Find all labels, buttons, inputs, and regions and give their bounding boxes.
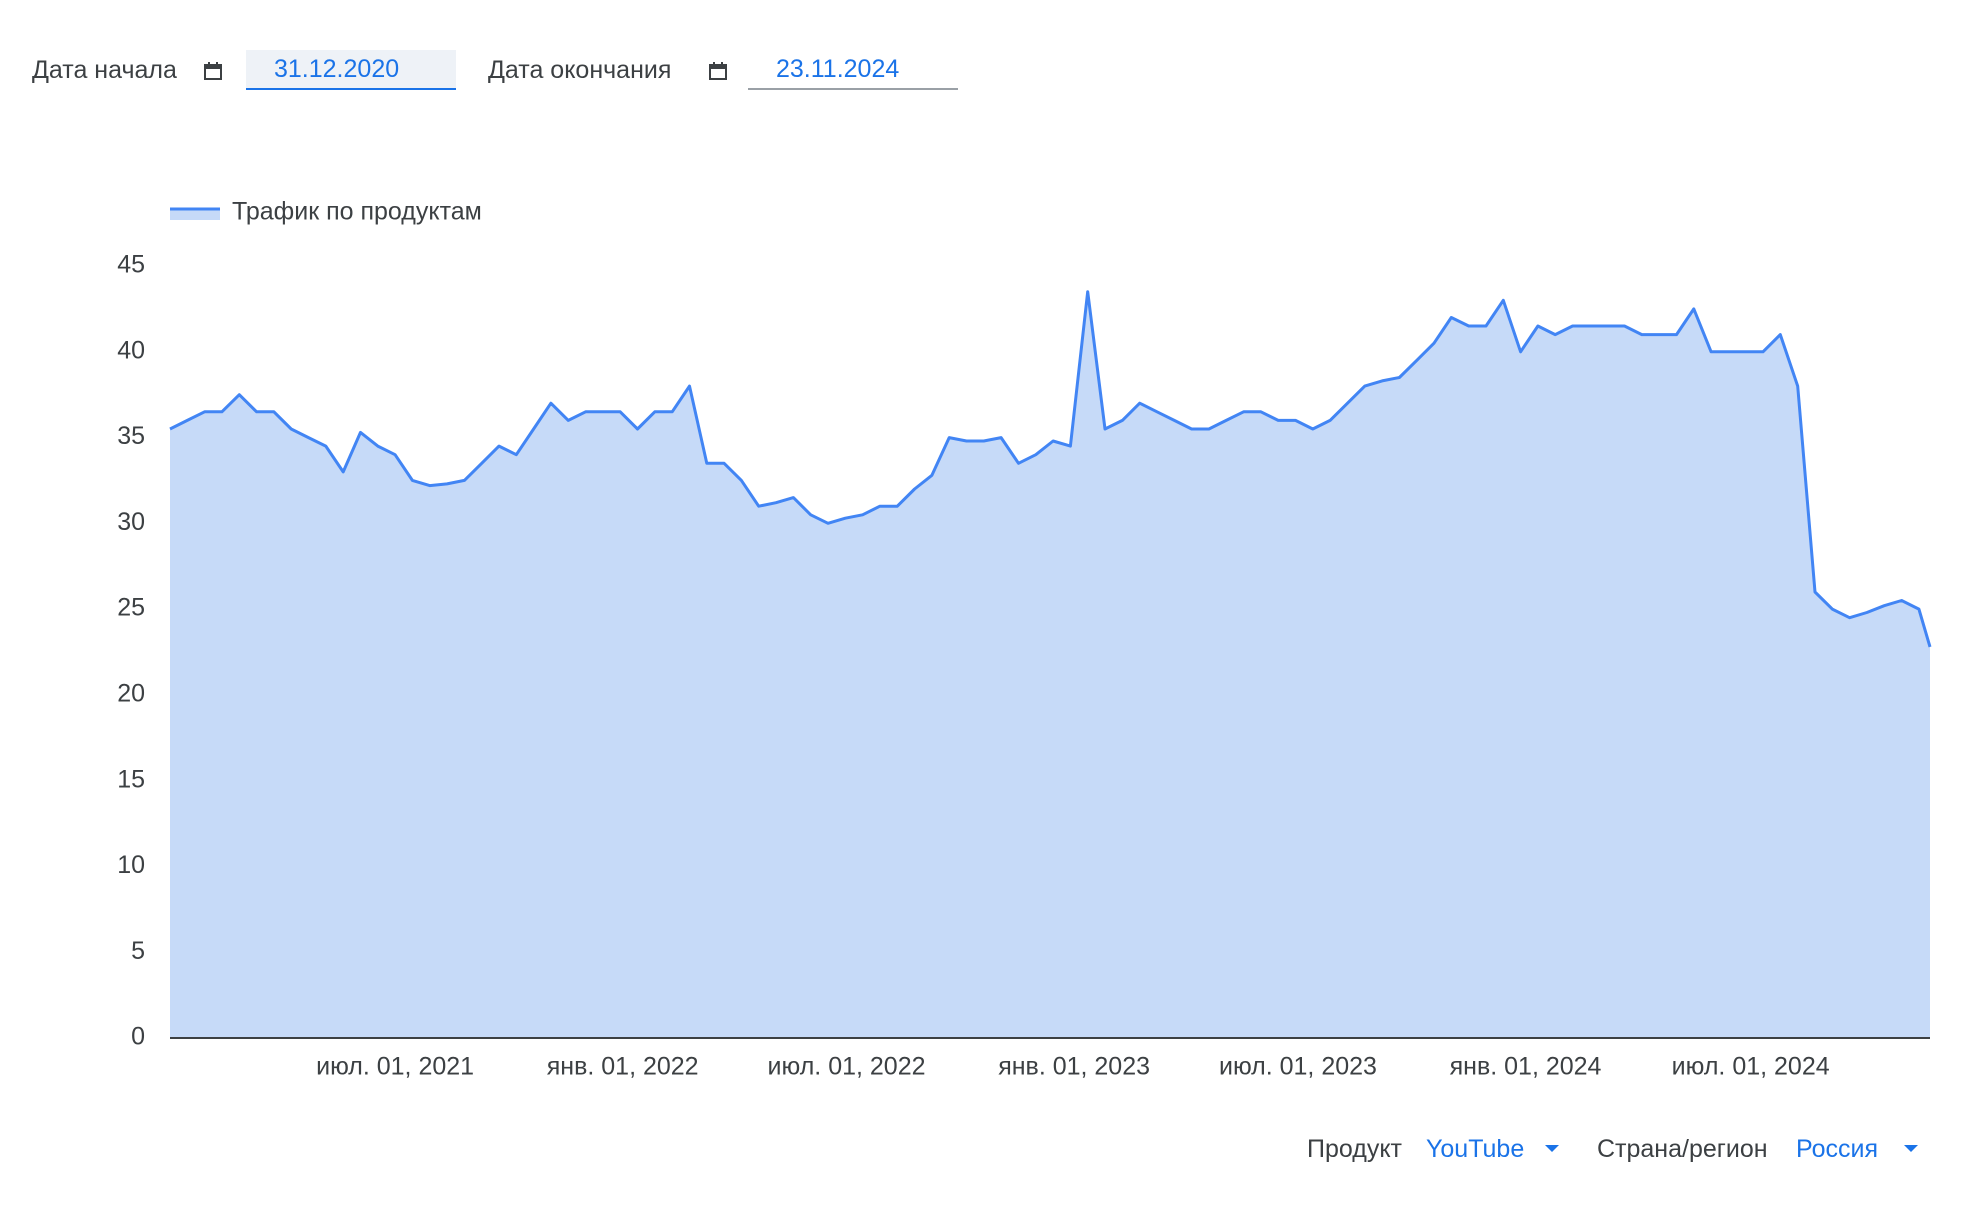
dropdown-arrow[interactable] (1902, 1142, 1920, 1156)
x-tick-label: июл. 01, 2024 (1672, 1053, 1830, 1081)
region-select[interactable]: Россия (1796, 1135, 1878, 1163)
x-tick-label: июл. 01, 2022 (768, 1053, 926, 1081)
x-tick-label: июл. 01, 2021 (316, 1053, 474, 1081)
dropdown-arrow[interactable] (1543, 1142, 1561, 1156)
y-tick-label: 35 (117, 422, 145, 450)
chart: 0 5 10 15 20 25 30 35 40 45 июл. 01, 2021 янв. 01, … (117, 198, 1932, 1081)
x-tick-label: июл. 01, 2023 (1219, 1053, 1377, 1081)
x-tick-label: янв. 01, 2023 (998, 1053, 1150, 1081)
start-label: Дата начала (32, 56, 177, 84)
calendar-icon[interactable] (202, 60, 224, 82)
legend-label: Трафик по продуктам (232, 198, 482, 226)
legend-swatch (170, 208, 220, 220)
y-tick-label: 10 (117, 851, 145, 879)
end-date-input[interactable]: 23.11.2024 (748, 50, 958, 90)
product-label: Продукт (1307, 1135, 1402, 1163)
product-select[interactable]: YouTube (1426, 1135, 1525, 1163)
x-tick-label: янв. 01, 2024 (1450, 1053, 1602, 1081)
y-tick-label: 0 (131, 1023, 145, 1051)
region-label: Страна/регион (1597, 1135, 1768, 1163)
x-tick-label: янв. 01, 2022 (547, 1053, 699, 1081)
start-date-input[interactable]: 31.12.2020 (246, 50, 456, 90)
y-tick-label: 20 (117, 679, 145, 707)
calendar-icon[interactable] (707, 60, 729, 82)
line (169, 290, 1932, 648)
y-tick-label: 30 (117, 508, 145, 536)
y-tick-label: 15 (117, 765, 145, 793)
y-tick-label: 5 (131, 937, 145, 965)
y-tick-label: 25 (117, 594, 145, 622)
end-label: Дата окончания (488, 56, 672, 84)
y-tick-label: 45 (117, 251, 145, 279)
area-fill (170, 291, 1930, 1038)
y-tick-label: 40 (117, 336, 145, 364)
